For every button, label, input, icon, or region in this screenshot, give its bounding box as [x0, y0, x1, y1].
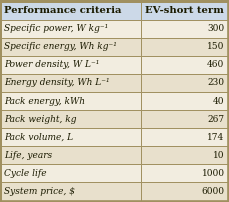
Text: 10: 10 [212, 151, 224, 160]
Bar [140, 56, 227, 74]
Bar [2, 20, 140, 38]
Bar [140, 74, 227, 92]
Text: Cycle life: Cycle life [5, 169, 47, 178]
Bar [140, 146, 227, 164]
Text: 1000: 1000 [201, 169, 224, 178]
Text: Pack energy, kWh: Pack energy, kWh [5, 97, 85, 105]
Bar [2, 164, 140, 182]
Text: 150: 150 [206, 42, 224, 51]
Text: Pack weight, kg: Pack weight, kg [5, 115, 77, 124]
Text: 174: 174 [206, 133, 224, 142]
Text: 300: 300 [207, 24, 224, 33]
Text: 6000: 6000 [201, 187, 224, 196]
Bar [140, 92, 227, 110]
Bar [2, 74, 140, 92]
Text: Specific energy, Wh kg⁻¹: Specific energy, Wh kg⁻¹ [5, 42, 117, 51]
Text: Performance criteria: Performance criteria [5, 6, 121, 15]
Bar [140, 164, 227, 182]
Bar [140, 128, 227, 146]
Bar [2, 146, 140, 164]
Bar [140, 38, 227, 56]
Text: 460: 460 [206, 60, 224, 69]
Text: Energy density, Wh L⁻¹: Energy density, Wh L⁻¹ [5, 78, 110, 87]
Text: 40: 40 [212, 97, 224, 105]
Text: 230: 230 [207, 78, 224, 87]
Bar [140, 20, 227, 38]
Bar [2, 110, 140, 128]
Bar [2, 92, 140, 110]
Text: Life, years: Life, years [5, 151, 52, 160]
Bar [140, 182, 227, 201]
Text: 267: 267 [207, 115, 224, 124]
Bar [2, 128, 140, 146]
Text: Specific power, W kg⁻¹: Specific power, W kg⁻¹ [5, 24, 108, 33]
Bar [140, 1, 227, 20]
Text: System price, $: System price, $ [5, 187, 75, 196]
Bar [2, 56, 140, 74]
Bar [2, 182, 140, 201]
Text: EV-short term: EV-short term [145, 6, 223, 15]
Bar [2, 38, 140, 56]
Text: Pack volume, L: Pack volume, L [5, 133, 73, 142]
Text: Power density, W L⁻¹: Power density, W L⁻¹ [5, 60, 99, 69]
Bar [140, 110, 227, 128]
Bar [2, 1, 140, 20]
